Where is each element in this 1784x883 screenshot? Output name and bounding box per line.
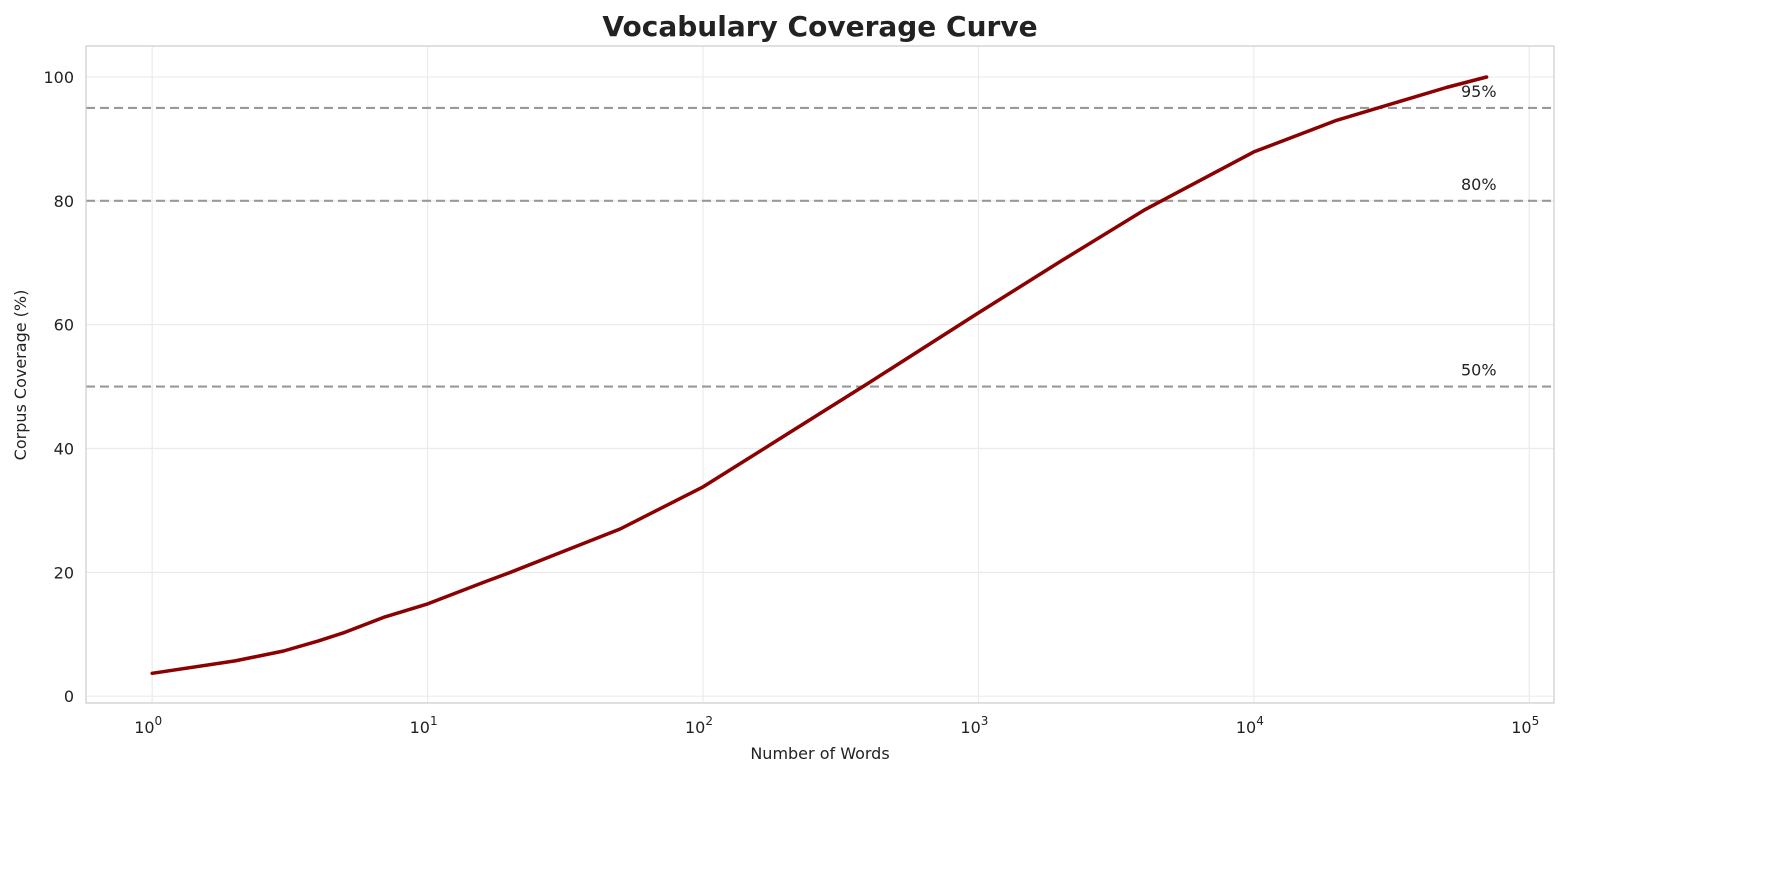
x-tick-base: 10 bbox=[134, 718, 154, 737]
x-tick-label: 101 bbox=[410, 714, 438, 737]
y-tick-label: 80 bbox=[54, 192, 74, 211]
threshold-label: 50% bbox=[1461, 361, 1497, 380]
y-tick-label: 60 bbox=[54, 316, 74, 335]
y-tick-label: 40 bbox=[54, 439, 74, 458]
threshold-lines: 50% 80% 95% bbox=[86, 82, 1554, 388]
x-tick-exponent: 1 bbox=[430, 714, 438, 728]
y-tick-label: 0 bbox=[64, 687, 74, 706]
x-axis-ticks: 100 101 102 103 104 105 bbox=[134, 714, 1539, 737]
y-tick-label: 20 bbox=[54, 563, 74, 582]
x-tick-exponent: 3 bbox=[981, 714, 989, 728]
x-tick-label: 105 bbox=[1511, 714, 1539, 737]
x-axis-label: Number of Words bbox=[750, 744, 889, 763]
x-tick-base: 10 bbox=[1236, 718, 1256, 737]
x-tick-base: 10 bbox=[685, 718, 705, 737]
x-tick-exponent: 0 bbox=[155, 714, 163, 728]
threshold-label: 80% bbox=[1461, 175, 1497, 194]
x-tick-exponent: 2 bbox=[705, 714, 713, 728]
x-tick-base: 10 bbox=[1511, 718, 1531, 737]
coverage-line bbox=[150, 75, 1489, 676]
y-axis-ticks: 0 20 40 60 80 100 bbox=[43, 68, 74, 706]
x-tick-label: 104 bbox=[1236, 714, 1264, 737]
x-tick-exponent: 5 bbox=[1532, 714, 1540, 728]
x-tick-base: 10 bbox=[960, 718, 980, 737]
y-axis-label: Corpus Coverage (%) bbox=[11, 290, 30, 461]
x-tick-label: 100 bbox=[134, 714, 162, 737]
y-tick-label: 100 bbox=[43, 68, 74, 87]
x-tick-label: 103 bbox=[960, 714, 988, 737]
series bbox=[150, 75, 1489, 676]
x-tick-base: 10 bbox=[410, 718, 430, 737]
chart-title: Vocabulary Coverage Curve bbox=[602, 10, 1037, 43]
plot-frame bbox=[85, 45, 1555, 704]
threshold-label: 95% bbox=[1461, 82, 1497, 101]
x-tick-exponent: 4 bbox=[1256, 714, 1264, 728]
x-tick-label: 102 bbox=[685, 714, 713, 737]
grid bbox=[86, 46, 1554, 703]
